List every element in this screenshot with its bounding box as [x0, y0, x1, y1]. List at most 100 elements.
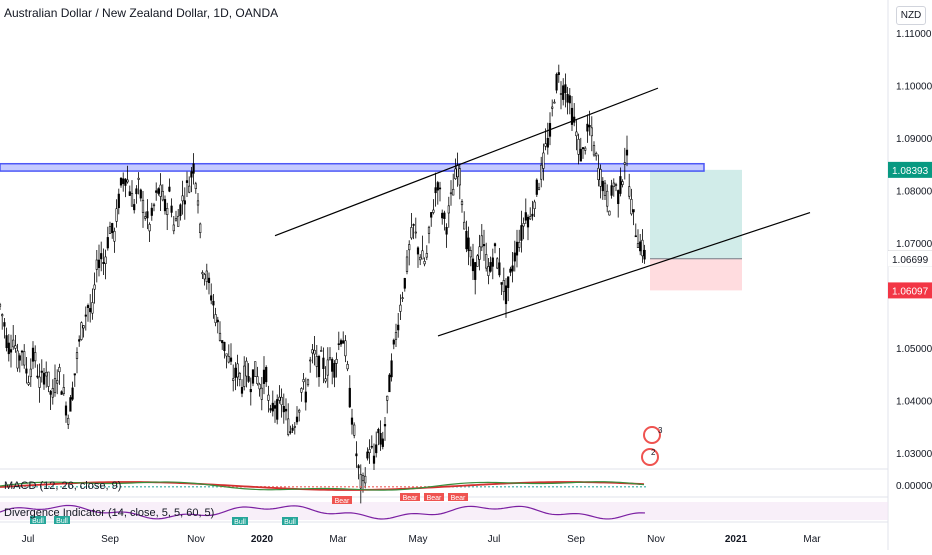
candle-body	[388, 374, 391, 393]
candle-body	[53, 378, 57, 393]
macd-histogram-bar	[504, 486, 506, 488]
candle-body	[355, 453, 358, 457]
macd-histogram-bar	[112, 486, 114, 488]
macd-histogram-bar	[84, 486, 86, 488]
candle-body	[324, 378, 327, 382]
candle-body	[9, 349, 13, 353]
macd-histogram-bar	[20, 486, 22, 488]
candle-body	[119, 177, 123, 186]
candle-body	[210, 295, 213, 301]
resistance-zone	[0, 162, 705, 172]
macd-histogram-bar	[616, 486, 618, 488]
candle-body	[163, 199, 167, 212]
macd-histogram-bar	[96, 486, 98, 488]
candle-body	[18, 355, 21, 361]
macd-histogram-bar	[340, 486, 342, 488]
candle-body	[359, 474, 362, 489]
candle-body	[1, 314, 4, 317]
candle-body	[78, 339, 81, 342]
candle-body	[159, 184, 162, 197]
price-label-bg	[888, 161, 932, 178]
macd-histogram-bar	[392, 486, 394, 488]
candle-body	[634, 235, 637, 238]
candle-body	[273, 405, 277, 409]
macd-histogram-bar	[88, 486, 90, 488]
candle-body	[236, 363, 239, 378]
candle-body	[64, 405, 68, 416]
candle-body	[588, 125, 591, 128]
bear-tag-bg	[332, 496, 352, 504]
candle-body	[20, 350, 24, 353]
currency-button[interactable]: NZD	[896, 6, 926, 25]
candle-body	[234, 367, 237, 378]
candle-body	[5, 335, 8, 349]
candle-body	[546, 137, 549, 148]
macd-histogram-bar	[632, 486, 634, 488]
candle-body	[58, 367, 61, 373]
candle-body	[469, 250, 472, 258]
candle-body	[168, 186, 171, 192]
candle-body	[368, 449, 371, 453]
candle-body	[67, 417, 70, 425]
candle-body	[427, 226, 431, 234]
bull-tag-bg	[54, 516, 70, 524]
macd-histogram-bar	[480, 486, 482, 488]
candle-body	[454, 168, 457, 180]
candle-body	[500, 282, 503, 285]
candle-body	[31, 347, 35, 362]
candle-body	[520, 225, 523, 241]
candle-body	[463, 221, 466, 230]
macd-histogram-bar	[208, 486, 210, 488]
macd-histogram-bar	[372, 486, 374, 488]
candle-body	[551, 106, 554, 109]
y-tick-label: 1.03000	[896, 449, 932, 460]
candle-body	[608, 210, 611, 216]
candle-body	[581, 147, 585, 150]
macd-histogram-bar	[344, 486, 346, 488]
candle-body	[432, 209, 435, 213]
macd-histogram-bar	[576, 486, 578, 488]
candle-body	[196, 200, 200, 206]
candle-body	[245, 360, 248, 377]
macd-histogram-bar	[76, 486, 78, 488]
candle-body	[452, 188, 455, 196]
divergence-label: Divergence Indicator (14, close, 5, 5, 6…	[4, 507, 215, 519]
candle-body	[518, 241, 521, 248]
candle-body	[291, 427, 294, 431]
x-tick-label: Sep	[101, 534, 119, 545]
candle-body	[491, 257, 494, 267]
candle-body	[295, 416, 299, 423]
candle-body	[47, 371, 50, 387]
candle-body	[337, 343, 340, 346]
candle-body	[56, 380, 59, 384]
candle-body	[364, 475, 367, 484]
macd-histogram-bar	[272, 486, 274, 488]
macd-histogram-bar	[136, 486, 138, 488]
macd-histogram-bar	[152, 486, 154, 488]
candle-body	[509, 268, 512, 273]
candle-body	[135, 188, 138, 195]
candle-body	[45, 371, 48, 377]
candle-body	[414, 231, 417, 234]
candle-body	[531, 213, 534, 217]
macd-histogram-bar	[624, 486, 626, 488]
macd-histogram-bar	[132, 486, 134, 488]
candle-body	[247, 376, 250, 382]
candle-body	[480, 235, 483, 248]
candle-body	[141, 199, 145, 213]
event-badge-count: 3	[658, 426, 663, 435]
macd-histogram-bar	[500, 486, 502, 488]
candle-body	[328, 357, 332, 360]
candle-body	[23, 351, 26, 366]
candle-body	[243, 365, 246, 387]
candle-body	[12, 339, 15, 348]
macd-histogram-bar	[528, 486, 530, 488]
candle-body	[617, 190, 620, 205]
candle-body	[577, 138, 580, 155]
macd-histogram-bar	[204, 486, 206, 488]
macd-histogram-bar	[52, 486, 54, 488]
macd-histogram-bar	[200, 486, 202, 488]
event-badge-icon	[643, 426, 661, 444]
candle-body	[7, 342, 10, 355]
